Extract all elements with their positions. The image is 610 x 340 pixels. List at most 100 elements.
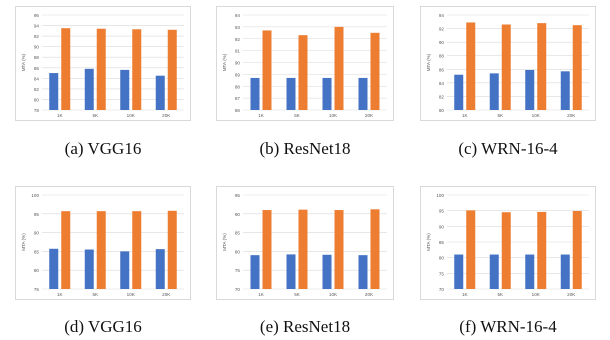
bar-series-2 (132, 211, 142, 289)
chart-e: 70 75 80 85 90 95 MTA (%) 1K 5K 10K 20K (222, 193, 387, 297)
y-tick-label: 91 (235, 49, 241, 54)
y-axis-label: MTA (%) (222, 233, 227, 251)
y-tick-label: 92 (439, 27, 445, 32)
x-tick-label: 20K (567, 113, 576, 118)
x-tick-label: 5K (92, 292, 99, 297)
y-tick-label: 86 (34, 66, 40, 71)
y-tick-label: 100 (31, 193, 39, 198)
y-tick-label: 92 (235, 37, 241, 42)
bar-series-2 (370, 209, 380, 289)
bar-series-1 (525, 69, 535, 110)
bar-series-2 (537, 23, 547, 111)
y-tick-label: 89 (235, 72, 241, 77)
x-tick-label: 10K (329, 113, 338, 118)
x-tick-label: 5K (497, 113, 504, 118)
x-tick-label: 1K (462, 113, 469, 118)
y-tick-label: 90 (439, 224, 445, 229)
bar-series-1 (489, 73, 499, 110)
y-tick-label: 78 (34, 108, 40, 113)
x-tick-label: 10K (127, 292, 136, 297)
y-tick-label: 90 (235, 61, 241, 66)
x-tick-label: 10K (532, 113, 541, 118)
bar-series-2 (298, 209, 308, 289)
chart-f: 70 75 80 85 90 95 100 MTA (%) 1K 5K 10K 20K (426, 193, 589, 297)
bar-series-2 (334, 26, 344, 110)
bar-series-2 (96, 211, 106, 289)
y-tick-label: 70 (235, 287, 241, 292)
y-tick-label: 80 (235, 249, 241, 254)
bar-series-2 (501, 24, 511, 110)
x-tick-label: 20K (162, 113, 171, 118)
bar-series-2 (167, 29, 177, 110)
bar-series-2 (96, 28, 106, 110)
y-tick-label: 70 (439, 287, 445, 292)
bar-series-1 (49, 248, 59, 289)
bar-series-2 (572, 210, 582, 289)
y-tick-label: 86 (439, 67, 445, 72)
bar-series-1 (120, 69, 130, 110)
y-tick-label: 80 (34, 97, 40, 102)
chart-e-frame: 70 75 80 85 90 95 MTA (%) 1K 5K 10K 20K (216, 186, 394, 300)
y-tick-label: 92 (34, 34, 40, 39)
chart-c-frame: 80 82 84 86 88 90 92 94 MTA (%) 1K 5K 10K 20K (420, 6, 596, 121)
x-tick-label: 5K (294, 292, 301, 297)
bar-series-1 (322, 254, 332, 289)
x-tick-label: 10K (127, 113, 136, 118)
y-tick-label: 84 (34, 76, 40, 81)
bar-series-2 (262, 210, 272, 289)
x-tick-label: 20K (365, 113, 374, 118)
y-tick-label: 85 (439, 240, 445, 245)
bar-series-2 (537, 211, 547, 289)
chart-b-frame: 86 87 88 89 90 91 92 93 94 MTA (%) 1K 5K 10K 20K (216, 6, 394, 121)
y-tick-label: 85 (235, 231, 241, 236)
x-tick-label: 1K (462, 292, 469, 297)
y-tick-label: 86 (235, 108, 241, 113)
x-tick-label: 1K (57, 113, 64, 118)
chart-d-frame: 75 80 85 90 95 100 MTA (%) 1K 5K 10K 20K (15, 186, 191, 300)
y-tick-label: 100 (436, 193, 444, 198)
bar-series-1 (286, 254, 296, 289)
x-tick-label: 10K (532, 292, 541, 297)
bar-series-1 (454, 74, 464, 110)
y-tick-label: 94 (235, 13, 241, 18)
bar-series-2 (572, 25, 582, 110)
y-tick-label: 87 (235, 96, 241, 101)
y-axis-label: MTA (%) (21, 53, 26, 71)
chart-c: 80 82 84 86 88 90 92 94 MTA (%) 1K 5K 10K 20K (426, 13, 589, 118)
y-tick-label: 88 (235, 84, 241, 89)
caption-f: (f) WRN-16-4 (459, 317, 557, 336)
chart-a: 78 80 82 84 86 88 90 92 94 96 MTA (%) 1K 5K 10K 20K (21, 13, 184, 118)
bar-series-1 (322, 77, 332, 110)
x-tick-label: 20K (567, 292, 576, 297)
chart-b: 86 87 88 89 90 91 92 93 94 MTA (%) 1K 5K 10K 20K (222, 13, 387, 118)
y-tick-label: 88 (34, 55, 40, 60)
y-tick-label: 90 (34, 45, 40, 50)
bar-series-2 (466, 22, 476, 110)
x-tick-label: 20K (365, 292, 374, 297)
y-tick-label: 75 (34, 287, 40, 292)
chart-d: 75 80 85 90 95 100 MTA (%) 1K 5K 10K 20K (21, 193, 184, 297)
bar-series-2 (132, 29, 142, 110)
y-axis-label: MTA (%) (426, 53, 431, 71)
y-tick-label: 90 (34, 231, 40, 236)
bar-series-1 (525, 254, 535, 289)
bar-series-1 (286, 77, 296, 110)
y-axis-label: MTA (%) (222, 53, 227, 71)
y-tick-label: 80 (34, 268, 40, 273)
chart-f-frame: 70 75 80 85 90 95 100 MTA (%) 1K 5K 10K 20K (420, 186, 596, 300)
bar-series-1 (560, 254, 570, 289)
caption-e: (e) ResNet18 (259, 317, 351, 336)
bar-series-2 (262, 30, 272, 110)
y-tick-label: 96 (34, 13, 40, 18)
y-tick-label: 94 (34, 24, 40, 29)
x-tick-label: 20K (162, 292, 171, 297)
bar-series-1 (250, 255, 260, 289)
y-tick-label: 90 (235, 212, 241, 217)
y-axis-label: MTA (%) (426, 233, 431, 251)
caption-d: (d) VGG16 (64, 317, 142, 336)
caption-a: (a) VGG16 (64, 139, 142, 158)
y-tick-label: 95 (34, 212, 40, 217)
bar-series-1 (560, 71, 570, 110)
bar-series-2 (501, 212, 511, 289)
y-tick-label: 80 (439, 108, 445, 113)
